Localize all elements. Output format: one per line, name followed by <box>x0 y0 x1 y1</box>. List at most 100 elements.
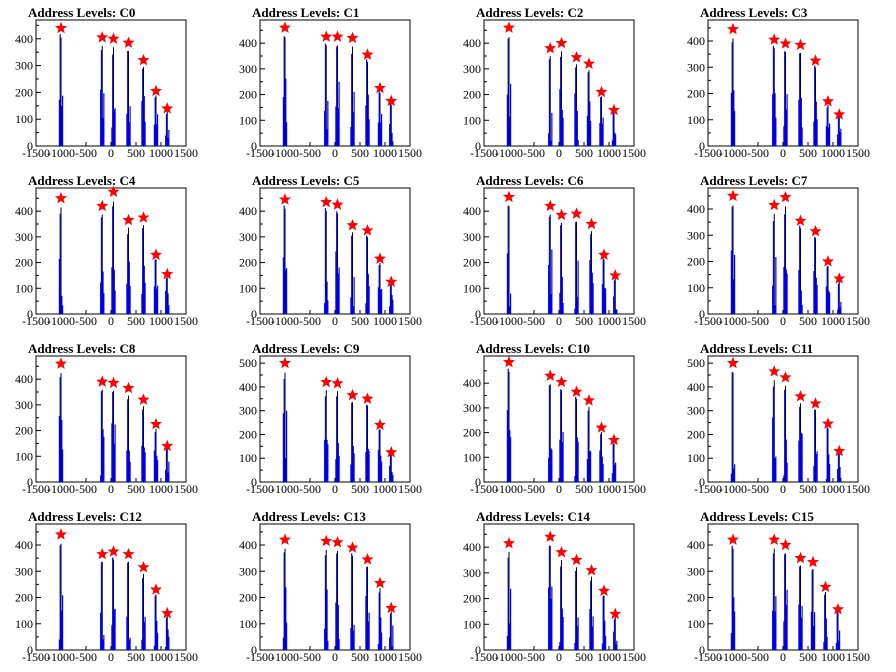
y-tick-label: 0 <box>699 475 705 489</box>
x-tick-label: 500 <box>575 650 593 664</box>
x-tick-label: 1000 <box>597 482 621 496</box>
peak-star-marker <box>361 48 374 60</box>
peak-star-marker <box>385 275 398 287</box>
peak-star-marker <box>819 580 832 593</box>
x-tick-label: 1500 <box>174 482 198 496</box>
peak-star-marker <box>346 31 359 44</box>
y-tick-label: 200 <box>15 85 33 99</box>
x-tick-label: 500 <box>351 650 369 664</box>
y-tick-label: 0 <box>699 139 705 153</box>
y-tick-label: 0 <box>699 307 705 321</box>
peak-star-marker <box>595 421 608 433</box>
y-tick-label: 0 <box>475 475 481 489</box>
panel-title: Address Levels: C3 <box>700 5 808 20</box>
y-tick-label: 200 <box>239 427 257 441</box>
peak-star-marker <box>555 545 568 558</box>
peak-star-marker <box>331 30 344 42</box>
peak-star-marker <box>809 397 822 409</box>
peak-star-marker <box>607 433 621 446</box>
peak-star-marker <box>809 54 822 66</box>
peak-star-marker <box>320 195 333 208</box>
y-tick-label: 200 <box>15 591 33 605</box>
peak-star-marker <box>373 418 387 431</box>
x-tick-label: -500 <box>747 482 769 496</box>
x-tick-label: -500 <box>523 482 545 496</box>
y-tick-label: 100 <box>463 113 481 127</box>
x-tick-label: 1000 <box>821 146 845 160</box>
peak-star-marker <box>609 269 622 281</box>
x-tick-label: 1000 <box>597 650 621 664</box>
y-tick-label: 200 <box>239 591 257 605</box>
y-tick-label: 100 <box>687 451 705 465</box>
panel-title: Address Levels: C1 <box>252 5 359 20</box>
histogram-panel: Address Levels: C6 0 100 200 300 400 -1500-100… <box>463 173 646 328</box>
peak-star-marker <box>385 445 398 458</box>
y-tick-label: 400 <box>15 538 33 552</box>
peak-star-marker <box>331 536 344 548</box>
x-tick-label: 1000 <box>373 146 397 160</box>
x-tick-label: 1500 <box>174 146 198 160</box>
plot-frame <box>35 355 187 483</box>
x-tick-label: -1500 <box>22 314 50 328</box>
x-tick-label: -500 <box>523 650 545 664</box>
panel-title: Address Levels: C12 <box>28 509 142 524</box>
y-tick-label: 0 <box>27 475 33 489</box>
y-tick-label: 100 <box>687 281 705 295</box>
peak-star-marker <box>821 417 835 429</box>
peak-star-marker <box>54 357 68 369</box>
peak-star-marker <box>794 214 807 226</box>
peak-star-marker <box>570 207 583 219</box>
peak-star-marker <box>107 545 120 557</box>
peak-star-marker <box>278 21 292 33</box>
panel-title: Address Levels: C11 <box>700 341 813 356</box>
y-tick-label: 200 <box>463 592 481 606</box>
peak-star-marker <box>385 94 398 107</box>
peak-star-marker <box>502 21 516 33</box>
y-tick-label: 300 <box>687 228 705 242</box>
x-tick-label: -500 <box>523 314 545 328</box>
x-tick-label: -1500 <box>22 146 50 160</box>
plot-frame <box>707 187 859 315</box>
peak-star-marker <box>122 547 135 560</box>
histogram-panel: Address Levels: C2 0 100 200 300 400 -1500-100… <box>463 5 646 160</box>
peak-star-marker <box>794 390 807 402</box>
histogram-panel: Address Levels: C10 0 100 200 300 400 -1500-10… <box>463 341 646 496</box>
y-tick-label: 400 <box>463 376 481 390</box>
y-tick-label: 400 <box>463 540 481 554</box>
peak-star-marker <box>595 85 608 98</box>
peak-star-marker <box>331 377 344 389</box>
x-tick-label: -1500 <box>246 146 274 160</box>
peak-star-marker <box>122 36 135 48</box>
y-tick-label: 400 <box>239 204 257 218</box>
plot-frame <box>707 19 859 147</box>
histogram-panel: Address Levels: C12 0 100 200 300 400 -1500-10… <box>15 509 198 664</box>
panel-title: Address Levels: C0 <box>28 5 135 20</box>
histogram-panel: Address Levels: C14 0 100 200 300 400 -1500-10… <box>463 509 646 664</box>
peak-star-marker <box>373 576 387 589</box>
panel-title: Address Levels: C14 <box>476 509 590 524</box>
y-tick-label: 300 <box>463 62 481 76</box>
peak-star-marker <box>768 198 781 211</box>
y-tick-label: 300 <box>15 230 33 244</box>
y-tick-label: 200 <box>687 87 705 101</box>
y-tick-label: 0 <box>475 139 481 153</box>
peak-star-marker <box>726 189 740 201</box>
x-tick-label: 1000 <box>597 314 621 328</box>
y-tick-label: 200 <box>687 427 705 441</box>
y-tick-label: 100 <box>463 281 481 295</box>
peak-star-marker <box>346 541 359 553</box>
x-tick-label: -1000 <box>271 314 299 328</box>
x-tick-label: -1000 <box>495 650 523 664</box>
x-tick-label: -1000 <box>47 650 75 664</box>
peak-star-marker <box>582 57 596 69</box>
y-tick-label: 200 <box>463 88 481 102</box>
peak-star-marker <box>502 190 516 203</box>
x-tick-label: 0 <box>556 482 562 496</box>
histogram-panel: Address Levels: C11 0 100 200 300 400 500 -1500… <box>687 341 870 496</box>
y-tick-label: 300 <box>15 564 33 578</box>
peak-star-marker <box>96 199 109 212</box>
y-tick-label: 200 <box>239 256 257 270</box>
y-tick-label: 400 <box>15 32 33 46</box>
x-tick-label: 1500 <box>846 314 870 328</box>
peak-star-marker <box>346 218 359 231</box>
